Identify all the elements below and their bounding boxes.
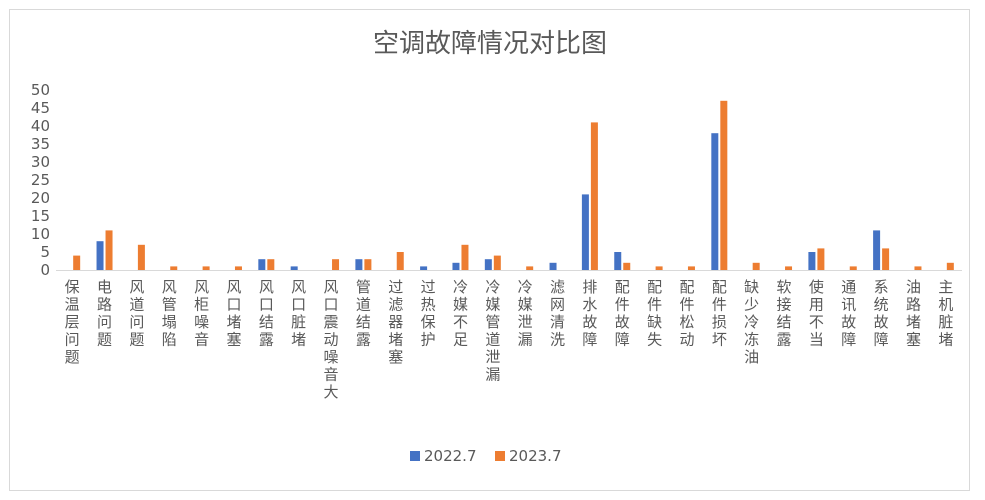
x-category-label: 风口震动噪音大 bbox=[324, 278, 339, 401]
y-tick-label: 5 bbox=[40, 243, 50, 261]
bar-2022.7 bbox=[258, 259, 266, 270]
bar-2023.7 bbox=[817, 248, 825, 270]
legend: 2022.7 2023.7 bbox=[410, 447, 562, 465]
x-category-label: 油路堵塞 bbox=[906, 278, 921, 349]
x-category-label: 配件损坏 bbox=[712, 278, 727, 349]
bar-2023.7 bbox=[461, 244, 469, 270]
x-category-label: 系统故障 bbox=[874, 278, 889, 349]
x-category-label: 使用不当 bbox=[809, 278, 824, 349]
bar-2022.7 bbox=[484, 259, 492, 270]
bar-2023.7 bbox=[73, 255, 81, 270]
x-category-label: 风柜噪音 bbox=[194, 278, 209, 349]
y-tick-label: 20 bbox=[31, 189, 50, 207]
x-category-label: 主机脏堵 bbox=[938, 278, 953, 349]
bar-2022.7 bbox=[290, 266, 298, 270]
bar-2023.7 bbox=[946, 262, 954, 270]
x-category-label: 缺少冷冻油 bbox=[744, 278, 759, 366]
bar-2023.7 bbox=[655, 266, 663, 270]
x-category-label: 电路问题 bbox=[97, 278, 112, 349]
bar-2023.7 bbox=[364, 259, 372, 270]
legend-swatch bbox=[495, 451, 505, 461]
legend-label: 2023.7 bbox=[509, 447, 562, 465]
x-category-label: 管道结露 bbox=[356, 278, 371, 349]
x-category-label: 软接结露 bbox=[777, 278, 792, 349]
x-category-label: 配件缺失 bbox=[647, 278, 662, 349]
bar-2023.7 bbox=[623, 262, 631, 270]
y-tick-label: 35 bbox=[31, 135, 50, 153]
bar-2022.7 bbox=[96, 241, 104, 270]
bar-2023.7 bbox=[170, 266, 178, 270]
bar-2023.7 bbox=[202, 266, 210, 270]
bar-2022.7 bbox=[549, 262, 557, 270]
chart-title: 空调故障情况对比图 bbox=[373, 29, 607, 59]
bar-2023.7 bbox=[590, 122, 598, 271]
bar-2022.7 bbox=[452, 262, 460, 270]
x-category-label: 风口堵塞 bbox=[226, 278, 241, 349]
bar-2023.7 bbox=[849, 266, 857, 270]
bar-2022.7 bbox=[420, 266, 428, 270]
bar-2023.7 bbox=[687, 266, 695, 270]
bar-2023.7 bbox=[882, 248, 890, 270]
y-tick-label: 30 bbox=[31, 153, 50, 171]
x-category-label: 风口结露 bbox=[259, 278, 274, 349]
x-category-label: 冷媒不足 bbox=[453, 278, 468, 349]
bar-2023.7 bbox=[785, 266, 793, 270]
bar-2023.7 bbox=[234, 266, 242, 270]
bar-2022.7 bbox=[614, 252, 622, 270]
x-category-label: 风管塌陷 bbox=[162, 278, 177, 349]
x-category-label: 冷媒泄漏 bbox=[518, 278, 533, 349]
x-category-label: 过热保护 bbox=[421, 278, 436, 349]
x-category-label: 排水故障 bbox=[582, 278, 597, 349]
chart-area: 空调故障情况对比图 0 5 10 15 20 25 30 35 40 45 50 保温层问题 电路问题… bbox=[9, 9, 970, 491]
bar-2023.7 bbox=[752, 262, 760, 270]
legend-label: 2022.7 bbox=[424, 447, 477, 465]
bar-2022.7 bbox=[873, 230, 881, 270]
bar-2022.7 bbox=[808, 252, 816, 270]
x-category-label: 冷媒管道泄漏 bbox=[485, 278, 500, 384]
bar-2023.7 bbox=[493, 255, 501, 270]
bar-2023.7 bbox=[137, 244, 145, 270]
y-tick-label: 50 bbox=[31, 81, 50, 99]
y-tick-label: 0 bbox=[40, 261, 50, 279]
bar-2023.7 bbox=[720, 100, 728, 270]
bar-2023.7 bbox=[526, 266, 534, 270]
bar-2022.7 bbox=[581, 194, 589, 270]
y-tick-label: 15 bbox=[31, 207, 50, 225]
x-category-label: 风口脏堵 bbox=[291, 278, 306, 349]
x-category-label: 滤网清洗 bbox=[550, 278, 565, 349]
y-tick-label: 45 bbox=[31, 99, 50, 117]
y-tick-label: 40 bbox=[31, 117, 50, 135]
x-category-label: 风道问题 bbox=[129, 278, 144, 349]
x-category-label: 通讯故障 bbox=[841, 278, 856, 349]
bar-2023.7 bbox=[396, 252, 404, 270]
bar-2022.7 bbox=[355, 259, 363, 270]
bar-2023.7 bbox=[267, 259, 275, 270]
y-tick-label: 25 bbox=[31, 171, 50, 189]
bar-2023.7 bbox=[332, 259, 340, 270]
x-category-label: 配件松动 bbox=[679, 278, 694, 349]
x-category-label: 配件故障 bbox=[615, 278, 630, 349]
x-category-label: 保温层问题 bbox=[65, 278, 80, 366]
legend-swatch bbox=[410, 451, 420, 461]
x-category-label: 过滤器堵塞 bbox=[388, 278, 403, 366]
bar-2023.7 bbox=[105, 230, 113, 270]
bar-2023.7 bbox=[914, 266, 922, 270]
bar-2022.7 bbox=[711, 133, 719, 270]
y-tick-label: 10 bbox=[31, 225, 50, 243]
